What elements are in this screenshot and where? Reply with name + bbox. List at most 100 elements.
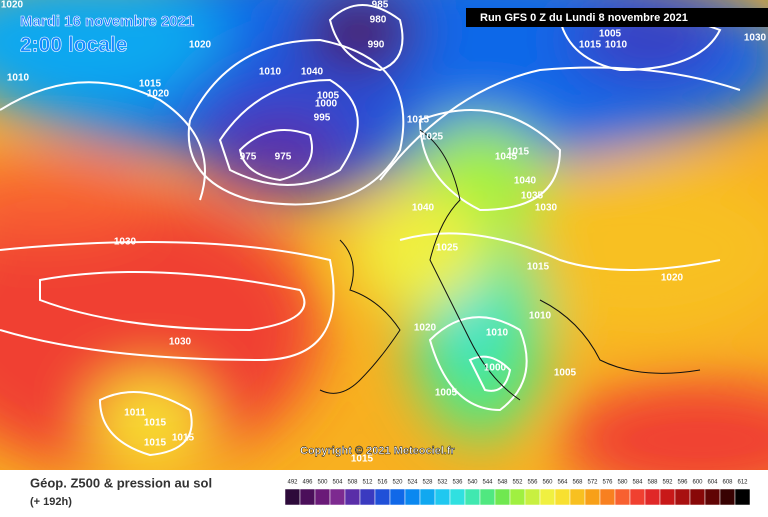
legend-label: 556 bbox=[527, 480, 538, 486]
isobar-label: 1030 bbox=[744, 33, 767, 44]
legend-label: 560 bbox=[542, 480, 553, 486]
legend-label: 528 bbox=[422, 480, 433, 486]
legend-label: 596 bbox=[677, 480, 688, 486]
legend-label: 492 bbox=[287, 480, 298, 486]
isobar-label: 1011 bbox=[124, 408, 146, 419]
isobar-labels: 1020 1010 1020 1015 1020 985 980 990 1010 1040 100… bbox=[1, 0, 767, 465]
isobar-label: 1020 bbox=[189, 40, 212, 51]
isobar-label: 1020 bbox=[1, 0, 24, 11]
legend-swatch bbox=[599, 488, 616, 506]
legend-swatch bbox=[674, 488, 691, 506]
isobar-label: 990 bbox=[368, 40, 385, 51]
legend-label: 580 bbox=[617, 480, 628, 486]
isobar-label: 1020 bbox=[414, 323, 437, 334]
legend-swatch bbox=[389, 488, 406, 506]
legend-label: 604 bbox=[707, 480, 718, 486]
isobar-label: 1030 bbox=[114, 237, 137, 248]
isobar-label: 975 bbox=[275, 152, 292, 163]
isobar-label: 1030 bbox=[535, 203, 558, 214]
isobar-label: 1040 bbox=[514, 176, 537, 187]
legend-swatch bbox=[449, 488, 466, 506]
legend-swatch bbox=[479, 488, 496, 506]
isobars bbox=[0, 4, 741, 457]
legend-swatch bbox=[314, 488, 331, 506]
legend-swatch bbox=[704, 488, 721, 506]
legend-label: 576 bbox=[602, 480, 613, 486]
legend-swatch bbox=[734, 488, 751, 506]
isobar-label: 985 bbox=[372, 0, 389, 11]
legend-label: 496 bbox=[302, 480, 313, 486]
legend-swatch bbox=[584, 488, 601, 506]
isobar-label: 1010 bbox=[605, 40, 628, 51]
legend-swatch bbox=[464, 488, 481, 506]
legend-label: 516 bbox=[377, 480, 388, 486]
legend-label: 592 bbox=[662, 480, 673, 486]
isobar-label: 975 bbox=[240, 152, 257, 163]
legend-swatch bbox=[359, 488, 376, 506]
legend-label: 608 bbox=[722, 480, 733, 486]
legend-swatch bbox=[644, 488, 661, 506]
legend-label: 524 bbox=[407, 480, 418, 486]
legend-label: 568 bbox=[572, 480, 583, 486]
legend-label: 540 bbox=[467, 480, 478, 486]
legend-swatch bbox=[329, 488, 346, 506]
copyright: Copyright © 2021 Meteociel.fr bbox=[300, 445, 456, 457]
isobar-label: 1010 bbox=[486, 328, 509, 339]
isobar-label: 1015 bbox=[351, 454, 374, 465]
legend-label: 572 bbox=[587, 480, 598, 486]
isobar-label: 1000 bbox=[484, 363, 507, 374]
legend-swatch bbox=[539, 488, 556, 506]
isobar-label: 1030 bbox=[169, 337, 192, 348]
isobar-label: 980 bbox=[370, 15, 387, 26]
isobar-label: 1010 bbox=[529, 311, 552, 322]
legend-label: 552 bbox=[512, 480, 523, 486]
isobar-label: 1005 bbox=[435, 388, 458, 399]
legend-label: 512 bbox=[362, 480, 373, 486]
isobar-label: 1010 bbox=[259, 67, 282, 78]
legend-swatch bbox=[374, 488, 391, 506]
legend-label: 548 bbox=[497, 480, 508, 486]
legend-label: 504 bbox=[332, 480, 343, 486]
legend-swatch bbox=[569, 488, 586, 506]
legend-swatch bbox=[434, 488, 451, 506]
legend-swatch bbox=[659, 488, 676, 506]
legend-label: 500 bbox=[317, 480, 328, 486]
forecast-time: 2:00 locale bbox=[20, 34, 127, 57]
isobar-label: 1035 bbox=[521, 191, 544, 202]
isobar-label: 1025 bbox=[436, 243, 459, 254]
legend-label: 612 bbox=[737, 480, 748, 486]
legend-swatch bbox=[524, 488, 541, 506]
legend-label: 588 bbox=[647, 480, 658, 486]
isobar-label: 1010 bbox=[7, 73, 30, 84]
footer-subtitle: (+ 192h) bbox=[30, 496, 72, 508]
isobar-label: 1015 bbox=[144, 418, 167, 429]
legend-label: 508 bbox=[347, 480, 358, 486]
isobar-label: 1005 bbox=[317, 91, 340, 102]
isobar-label: 995 bbox=[314, 113, 331, 124]
isobar-label: 1015 bbox=[407, 115, 430, 126]
run-banner bbox=[466, 8, 768, 27]
isobar-label: 1015 bbox=[144, 438, 167, 449]
isobar-label: 1045 bbox=[495, 152, 518, 163]
legend-swatch bbox=[689, 488, 706, 506]
isobar-label: 1040 bbox=[412, 203, 435, 214]
legend-swatch bbox=[614, 488, 631, 506]
legend-swatch bbox=[509, 488, 526, 506]
legend-swatch bbox=[344, 488, 361, 506]
legend-label: 564 bbox=[557, 480, 568, 486]
legend-swatch bbox=[419, 488, 436, 506]
isobar-label: 1015 bbox=[527, 262, 550, 273]
isobar-label: 1015 bbox=[507, 147, 530, 158]
legend-label: 544 bbox=[482, 480, 493, 486]
legend-swatch bbox=[404, 488, 421, 506]
isobar-label: 1025 bbox=[421, 132, 444, 143]
legend-swatch bbox=[554, 488, 571, 506]
legend-swatch bbox=[299, 488, 316, 506]
run-info: Run GFS 0 Z du Lundi 8 novembre 2021 bbox=[480, 12, 688, 24]
map-field: 1020 1010 1020 1015 1020 985 980 990 1010 1040 100… bbox=[0, 0, 768, 470]
isobar-label: 1015 bbox=[139, 79, 162, 90]
coastlines bbox=[319, 129, 701, 401]
isobar-label: 1015 bbox=[172, 433, 195, 444]
